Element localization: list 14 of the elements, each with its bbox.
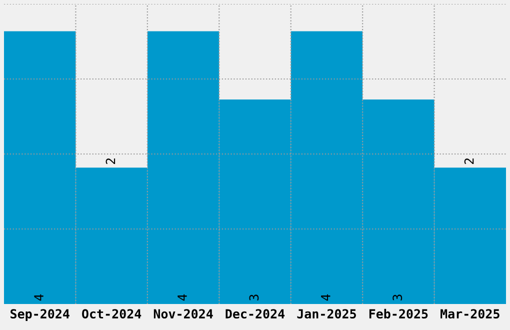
data-label: 2 — [464, 158, 474, 164]
data-label: 3 — [249, 294, 259, 300]
x-tick-label: Oct-2024 — [82, 309, 142, 319]
x-tick-label: Dec-2024 — [226, 309, 285, 319]
data-label: 3 — [392, 294, 402, 300]
data-label: 4 — [178, 294, 187, 301]
x-tick-label: Feb-2025 — [369, 308, 428, 319]
x-tick-label: Sep-2024 — [10, 309, 70, 321]
x-tick-label: Nov-2024 — [154, 309, 213, 319]
data-label: 2 — [106, 158, 116, 164]
data-label: 4 — [34, 294, 44, 301]
x-tick-label: Jan-2025 — [297, 309, 356, 319]
x-tick-label: Mar-2025 — [440, 309, 500, 319]
data-label: 4 — [321, 294, 330, 301]
